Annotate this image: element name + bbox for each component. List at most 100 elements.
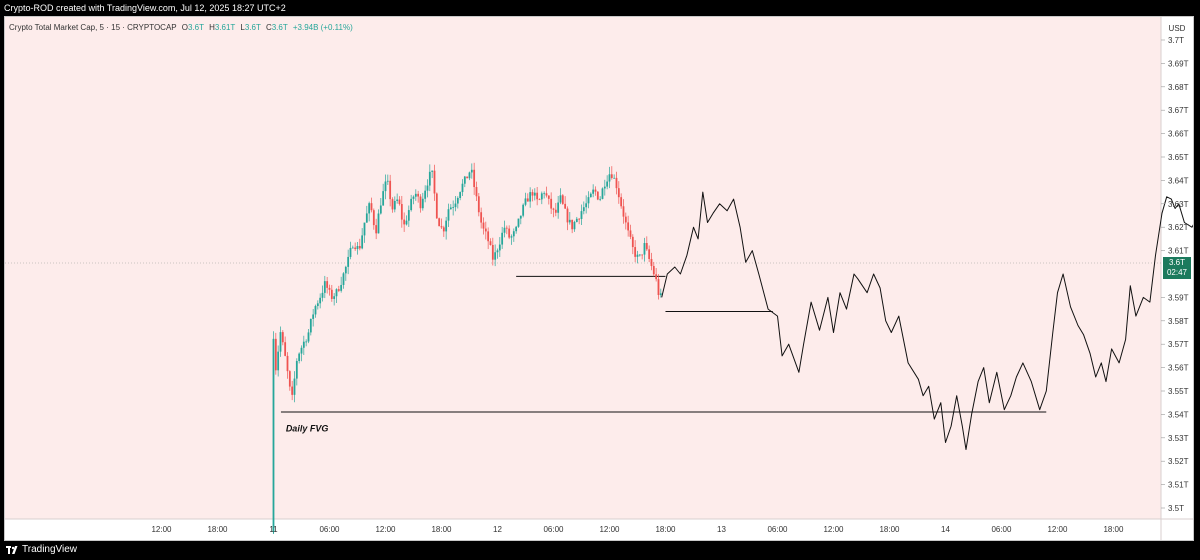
candle-up: [309, 318, 312, 333]
candle-down: [627, 222, 630, 231]
candle-down: [480, 212, 483, 223]
candle-down: [326, 281, 329, 288]
candle-down: [417, 193, 420, 197]
price-tick-label: 3.66T: [1168, 130, 1189, 139]
candle-down: [337, 289, 340, 291]
currency-label: USD: [1169, 24, 1186, 33]
candle-down: [475, 187, 478, 197]
candle-down: [400, 204, 403, 220]
candle-up: [412, 196, 415, 199]
candle-up: [386, 180, 389, 182]
candle-down: [657, 279, 660, 296]
candle-up: [314, 306, 317, 315]
legend: Crypto Total Market Cap, 5 · 15 · CRYPTO…: [9, 23, 353, 32]
price-axis-ticks: 3.7T 3.69T 3.68T 3.67T 3.66T 3.65T 3.64T 3.63T 3…: [1161, 36, 1189, 513]
price-tick-label: 3.51T: [1168, 481, 1189, 490]
candle-up: [335, 289, 338, 297]
price-tick-label: 3.64T: [1168, 176, 1189, 185]
candle-down: [554, 209, 557, 213]
candle-up: [340, 284, 343, 291]
candle-down: [491, 244, 494, 260]
candle-down: [487, 231, 490, 242]
candle-up: [613, 177, 616, 179]
candle-down: [561, 195, 564, 204]
candle-down: [398, 199, 401, 205]
time-tick-label: 14: [941, 525, 950, 534]
candle-up: [543, 193, 546, 195]
price-tick-label: 3.59T: [1168, 293, 1189, 302]
candle-up: [302, 341, 305, 348]
price-tick-label: 3.69T: [1168, 59, 1189, 68]
candle-up: [361, 235, 364, 249]
candle-down: [566, 208, 569, 223]
candle-down: [358, 246, 361, 249]
candle-up: [568, 219, 571, 223]
candle-down: [389, 180, 392, 200]
candle-up: [321, 292, 324, 298]
legend-open-label: O: [182, 23, 188, 32]
candle-up: [608, 174, 611, 182]
price-tick-label: 3.63T: [1168, 200, 1189, 209]
time-tick-label: 18:00: [879, 525, 900, 534]
candle-down: [288, 371, 291, 387]
annotation-layer: Daily FVG: [286, 423, 329, 433]
candle-up: [379, 205, 382, 214]
candle-down: [550, 198, 553, 209]
candle-down: [622, 206, 625, 217]
candle-down: [438, 218, 441, 227]
candle-down: [545, 193, 548, 196]
candle-up: [300, 347, 303, 354]
candle-up: [426, 185, 429, 191]
candle-up: [529, 192, 532, 202]
creator-bar: Crypto-ROD created with TradingView.com,…: [0, 0, 1200, 16]
time-tick-label: 18:00: [655, 525, 676, 534]
candle-up: [515, 226, 518, 232]
candle-up: [279, 332, 282, 352]
candle-down: [631, 236, 634, 248]
legend-close-value: 3.6T: [272, 23, 288, 32]
candle-up: [606, 181, 609, 187]
price-tick-label: 3.61T: [1168, 247, 1189, 256]
candle-down: [284, 342, 287, 356]
candle-up: [405, 220, 408, 225]
candle-down: [526, 198, 529, 202]
candle-up: [295, 360, 298, 379]
candle-up: [522, 204, 525, 216]
candle-up: [414, 193, 417, 197]
price-tick-label: 3.57T: [1168, 340, 1189, 349]
price-tick-label: 3.7T: [1168, 36, 1184, 45]
time-tick-label: 06:00: [991, 525, 1012, 534]
legend-close-label: C: [266, 23, 272, 32]
legend-high-label: H: [209, 23, 215, 32]
candle-down: [596, 191, 599, 200]
candle-down: [505, 227, 508, 229]
tradingview-brand: TradingView: [22, 544, 78, 555]
candle-up: [342, 273, 345, 285]
candle-up: [503, 227, 506, 233]
candle-up: [421, 198, 424, 209]
candle-down: [641, 254, 644, 256]
price-tick-label: 3.65T: [1168, 153, 1189, 162]
candle-down: [564, 203, 567, 209]
candle-up: [524, 198, 527, 205]
price-tick-label: 3.52T: [1168, 457, 1189, 466]
candle-down: [652, 266, 655, 275]
candle-up: [298, 353, 301, 361]
time-tick-label: 18:00: [1103, 525, 1124, 534]
time-tick-label: 13: [717, 525, 726, 534]
candle-down: [281, 332, 284, 343]
candle-down: [391, 199, 394, 210]
candle-up: [601, 188, 604, 199]
current-price-tag: 3.6T 02:47: [1163, 257, 1191, 280]
price-tick-label: 3.58T: [1168, 317, 1189, 326]
candle-up: [533, 192, 536, 196]
time-tick-label: 06:00: [767, 525, 788, 534]
candle-down: [419, 196, 422, 209]
candle-down: [617, 188, 620, 198]
price-chart[interactable]: Crypto Total Market Cap, 5 · 15 · CRYPTO…: [5, 17, 1193, 540]
candle-up: [319, 297, 322, 304]
tradingview-logo-icon: [6, 546, 18, 554]
chart-frame[interactable]: Crypto Total Market Cap, 5 · 15 · CRYPTO…: [4, 16, 1194, 541]
projection-path: [661, 191, 1193, 450]
time-tick-label: 12:00: [823, 525, 844, 534]
